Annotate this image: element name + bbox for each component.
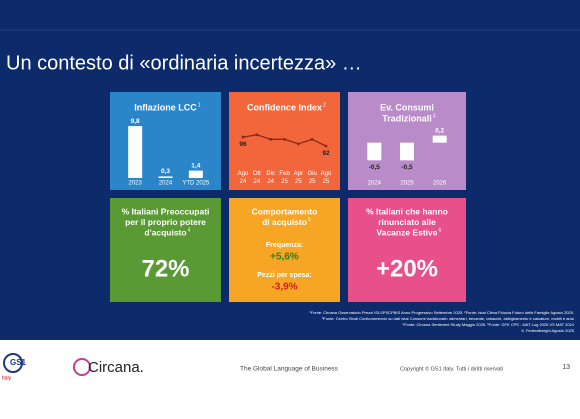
footer-bg: [0, 340, 580, 419]
footnote-ref: 6: [438, 227, 441, 233]
footnote: ³Fonte: Centro Studi Confcommercio su da…: [322, 316, 575, 321]
logo-mark: [3, 353, 23, 373]
x-tick-label: Apr 25: [294, 171, 303, 185]
footnote: ⁴Fonte: Circana Sentiment Study Maggio 2…: [402, 322, 574, 327]
kpi-value: -3,9%: [271, 282, 297, 293]
point: [310, 137, 314, 141]
footnote-ref: 5: [308, 217, 311, 223]
tile-title: d'acquisto: [144, 227, 186, 237]
tile: [229, 92, 340, 190]
logo-mark: [73, 358, 91, 376]
bar: [367, 142, 382, 161]
tile: [229, 198, 340, 302]
data-label: 92: [322, 150, 330, 157]
kpi-label: Frequenza:: [266, 242, 303, 249]
x-tick-label: YTD 2025: [182, 181, 210, 187]
point: [255, 133, 259, 137]
slide-title: Un contesto di «ordinaria incertezza» …: [6, 52, 362, 74]
tile: [348, 198, 466, 302]
page-number: 13: [562, 364, 570, 371]
x-tick-label: Feb 25: [279, 171, 290, 185]
bar: [188, 170, 203, 178]
kpi-value: +20%: [376, 255, 438, 282]
point: [324, 144, 328, 148]
footnote-ref: 4: [188, 227, 191, 233]
bar: [128, 126, 143, 178]
logo: GS1: [10, 358, 27, 367]
tile-title: Confidence Index: [247, 102, 322, 112]
footnote-ref: 3: [433, 113, 436, 119]
tile-title: Ev. Consumi: [380, 102, 434, 112]
x-tick-label: 2023: [128, 181, 142, 187]
kpi-value: 72%: [141, 255, 189, 282]
kpi-label: Pezzi per spesa:: [257, 272, 311, 279]
copyright: Copyright © GS1 Italy. Tutti i diritti r…: [400, 365, 503, 372]
point: [269, 137, 273, 141]
data-label: 0,3: [161, 168, 170, 175]
x-tick-label: 2024: [159, 181, 173, 187]
x-tick-label: 2026: [433, 181, 447, 187]
tile-title: % Italiani Preoccupati: [122, 206, 210, 216]
bar: [400, 142, 414, 161]
footnote-ref: 2: [323, 102, 326, 108]
x-tick-label: Ago 25: [321, 171, 332, 185]
data-label: 1,4: [191, 162, 200, 169]
tile-title: di acquisto: [262, 217, 307, 227]
x-tick-label: 2025: [400, 181, 414, 187]
data-label: -0,5: [369, 164, 381, 171]
tile-title: Vacanze Estive: [377, 227, 438, 237]
x-tick-label: Ott 24: [253, 171, 261, 185]
tagline: The Global Language of Business: [240, 366, 339, 373]
data-label: 9,8: [131, 118, 140, 125]
logo-sub: Italy: [2, 375, 12, 381]
data-label: -0,5: [401, 164, 413, 171]
tile-title: rinunciato alle: [378, 217, 436, 227]
data-label: 96: [239, 141, 247, 148]
logo: Circana.: [88, 359, 144, 376]
data-label: 0,2: [435, 127, 444, 134]
bar: [432, 135, 447, 143]
point: [283, 137, 286, 141]
kpi-value: +5,6%: [270, 252, 299, 263]
bar: [158, 176, 173, 178]
tile: [110, 198, 221, 302]
tile-title: Comportamento: [252, 206, 318, 216]
x-tick-label: Ago 24: [238, 171, 249, 185]
x-tick-label: Dic 24: [266, 171, 275, 185]
point: [296, 142, 300, 146]
footnote-ref: 1: [198, 102, 201, 108]
point: [241, 135, 245, 139]
x-tick-label: 2024: [368, 181, 382, 187]
tile-title: per il proprio potere: [125, 217, 206, 227]
footnote: 6. Federalberghi Agosto 2025: [522, 328, 575, 333]
footnote: ¹Fonte: Circana Osservatorio Prezzi ISLS…: [309, 310, 574, 315]
x-tick-label: Giu 25: [307, 171, 316, 185]
tile-title: Inflazione LCC: [134, 102, 197, 112]
tile-title: Tradizionali: [382, 113, 432, 123]
tile-title: % Italiani che hanno: [366, 206, 448, 216]
